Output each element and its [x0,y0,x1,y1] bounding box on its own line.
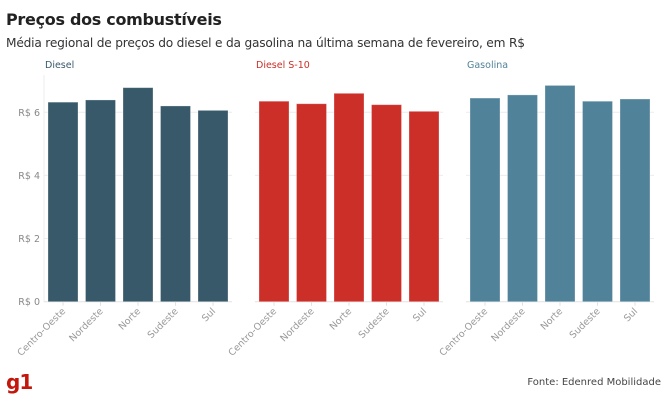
x-tick-label: Sul [411,306,429,324]
x-tick-label: Centro-Oeste [226,306,279,359]
bar [544,85,576,303]
bar [160,105,191,303]
y-tick-label: R$ 4 [18,171,40,182]
bar [333,92,365,303]
source-note: Fonte: Edenred Mobilidade [527,377,661,388]
x-tick-label: Norte [328,306,355,333]
panel-label: Diesel [45,60,74,71]
bar [469,97,501,303]
x-tick-label: Centro-Oeste [15,306,68,359]
x-tick-label: Centro-Oeste [437,306,490,359]
bar [408,110,440,303]
g1-logo: g1 [6,370,33,394]
x-tick-label: Nordeste [489,306,527,344]
bar [258,100,290,303]
bar [197,109,229,303]
bar [619,98,651,303]
panel-label: Diesel S-10 [256,60,310,71]
x-tick-label: Nordeste [278,306,316,344]
bar [296,103,327,303]
bar [47,101,79,303]
x-tick-label: Sudeste [357,306,392,341]
bar [582,100,613,303]
y-tick-label: R$ 0 [18,297,40,308]
x-tick-label: Norte [539,306,566,333]
y-tick-label: R$ 2 [18,234,40,245]
bar [371,104,402,303]
x-tick-label: Sul [200,306,218,324]
x-tick-label: Norte [117,306,144,333]
x-tick-label: Sudeste [146,306,181,341]
chart-subtitle: Média regional de preços do diesel e da … [6,36,525,50]
y-tick-label: R$ 6 [18,108,40,119]
bar [85,99,116,303]
chart-title: Preços dos combustíveis [6,10,222,29]
bar [122,87,154,303]
x-tick-label: Nordeste [67,306,105,344]
x-tick-label: Sul [622,306,640,324]
panel-label: Gasolina [467,60,508,71]
bar [507,94,538,303]
x-tick-label: Sudeste [568,306,603,341]
